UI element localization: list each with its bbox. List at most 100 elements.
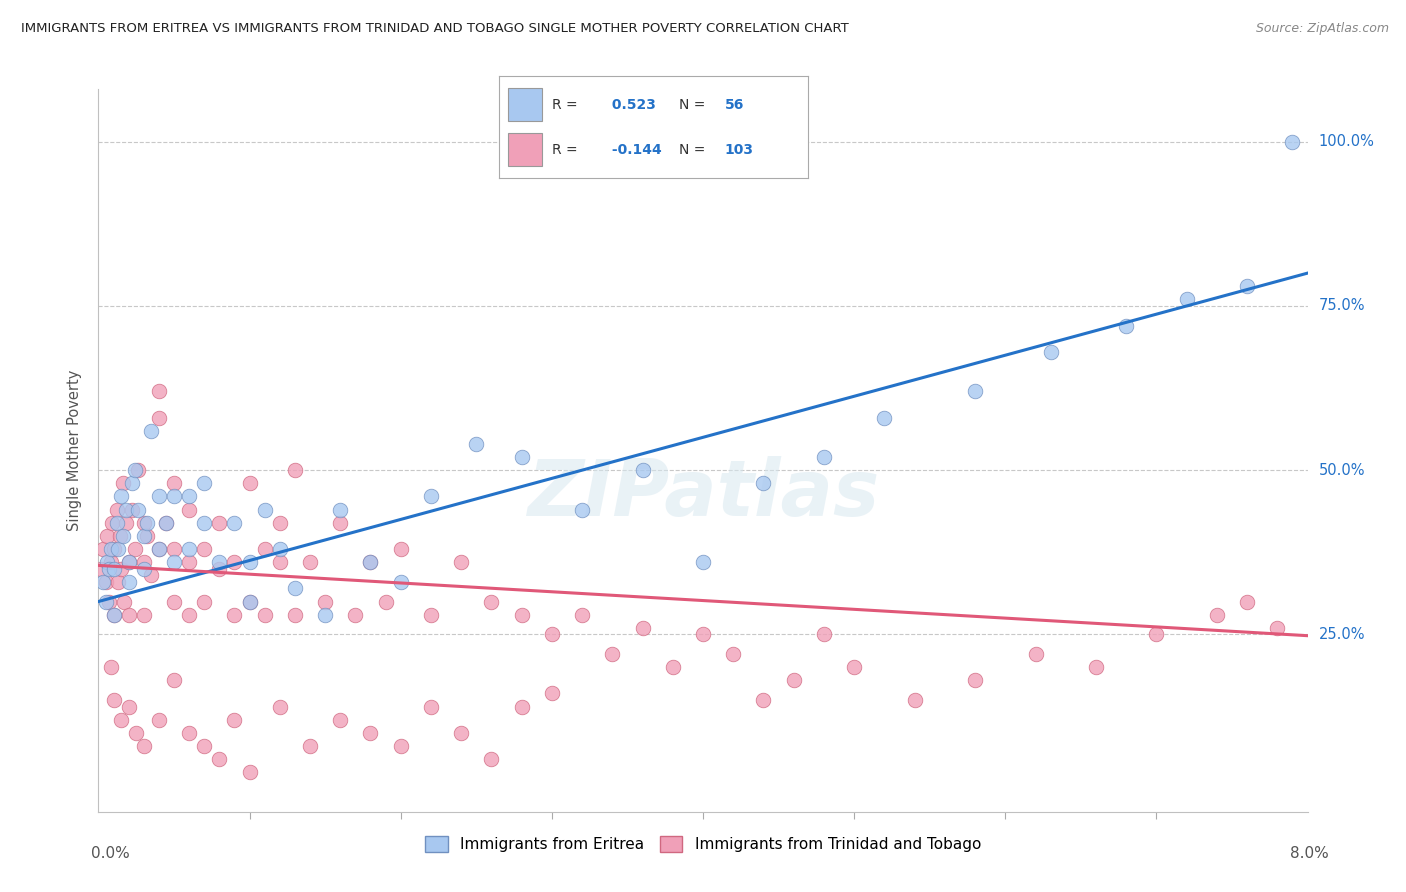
Text: Source: ZipAtlas.com: Source: ZipAtlas.com — [1256, 22, 1389, 36]
Point — [132, 516, 155, 530]
Point — [118, 607, 141, 622]
Point — [269, 555, 291, 569]
Point — [111, 476, 134, 491]
Point — [163, 673, 186, 688]
Text: N =: N = — [679, 143, 704, 157]
Point — [602, 647, 624, 661]
Point — [269, 699, 291, 714]
Point — [100, 541, 122, 556]
Point — [844, 660, 866, 674]
Y-axis label: Single Mother Poverty: Single Mother Poverty — [67, 370, 83, 531]
Point — [132, 739, 155, 753]
Point — [208, 752, 231, 766]
Point — [108, 529, 131, 543]
Point — [179, 555, 201, 569]
Point — [132, 555, 155, 569]
Point — [100, 555, 122, 569]
Point — [110, 713, 132, 727]
Point — [148, 490, 170, 504]
Point — [163, 541, 186, 556]
Point — [239, 594, 262, 608]
Point — [193, 594, 215, 608]
Text: 75.0%: 75.0% — [1319, 299, 1365, 313]
Point — [155, 516, 177, 530]
Point — [965, 384, 987, 399]
Point — [96, 555, 118, 569]
Point — [661, 660, 683, 674]
Text: ZIPatlas: ZIPatlas — [527, 456, 879, 532]
Point — [124, 541, 146, 556]
Point — [163, 476, 186, 491]
Point — [239, 555, 262, 569]
Point — [101, 516, 124, 530]
Text: 0.523: 0.523 — [607, 97, 657, 112]
Point — [239, 765, 262, 780]
Point — [420, 607, 443, 622]
Point — [692, 555, 714, 569]
Point — [239, 476, 262, 491]
Point — [284, 582, 307, 596]
Point — [299, 555, 322, 569]
Point — [329, 502, 352, 516]
Point — [1115, 318, 1137, 333]
Point — [224, 713, 246, 727]
Point — [465, 437, 488, 451]
Point — [179, 490, 201, 504]
Point — [1281, 135, 1303, 149]
Point — [90, 562, 112, 576]
Point — [965, 673, 987, 688]
Point — [107, 574, 129, 589]
Point — [269, 516, 291, 530]
Point — [420, 699, 443, 714]
Point — [1267, 621, 1289, 635]
Point — [239, 594, 262, 608]
Point — [360, 555, 382, 569]
Point — [1025, 647, 1047, 661]
Text: 0.0%: 0.0% — [91, 847, 131, 861]
Point — [224, 516, 246, 530]
Point — [121, 476, 143, 491]
Point — [132, 562, 155, 576]
Point — [253, 502, 276, 516]
Point — [344, 607, 367, 622]
Point — [314, 607, 336, 622]
Point — [100, 660, 122, 674]
Point — [125, 726, 148, 740]
FancyBboxPatch shape — [509, 133, 543, 166]
Point — [103, 693, 125, 707]
Point — [389, 574, 412, 589]
Point — [127, 502, 149, 516]
Point — [148, 541, 170, 556]
Point — [1146, 627, 1168, 641]
Point — [94, 594, 117, 608]
Point — [110, 490, 132, 504]
Point — [224, 607, 246, 622]
Point — [155, 516, 177, 530]
Point — [98, 594, 121, 608]
Point — [98, 562, 121, 576]
Text: 56: 56 — [725, 97, 744, 112]
Point — [813, 450, 835, 464]
Point — [360, 726, 382, 740]
Point — [193, 739, 215, 753]
Point — [96, 529, 118, 543]
Point — [314, 594, 336, 608]
Point — [571, 607, 593, 622]
Point — [783, 673, 806, 688]
Point — [179, 726, 201, 740]
Point — [118, 555, 141, 569]
Point — [1039, 345, 1062, 359]
Point — [631, 621, 654, 635]
Point — [540, 686, 562, 700]
Point — [135, 516, 157, 530]
Point — [127, 463, 149, 477]
Point — [1085, 660, 1108, 674]
Point — [110, 562, 132, 576]
Point — [148, 713, 170, 727]
Text: R =: R = — [551, 143, 578, 157]
Point — [163, 490, 186, 504]
Point — [208, 516, 231, 530]
FancyBboxPatch shape — [509, 88, 543, 121]
Point — [179, 502, 201, 516]
Text: 25.0%: 25.0% — [1319, 627, 1365, 642]
